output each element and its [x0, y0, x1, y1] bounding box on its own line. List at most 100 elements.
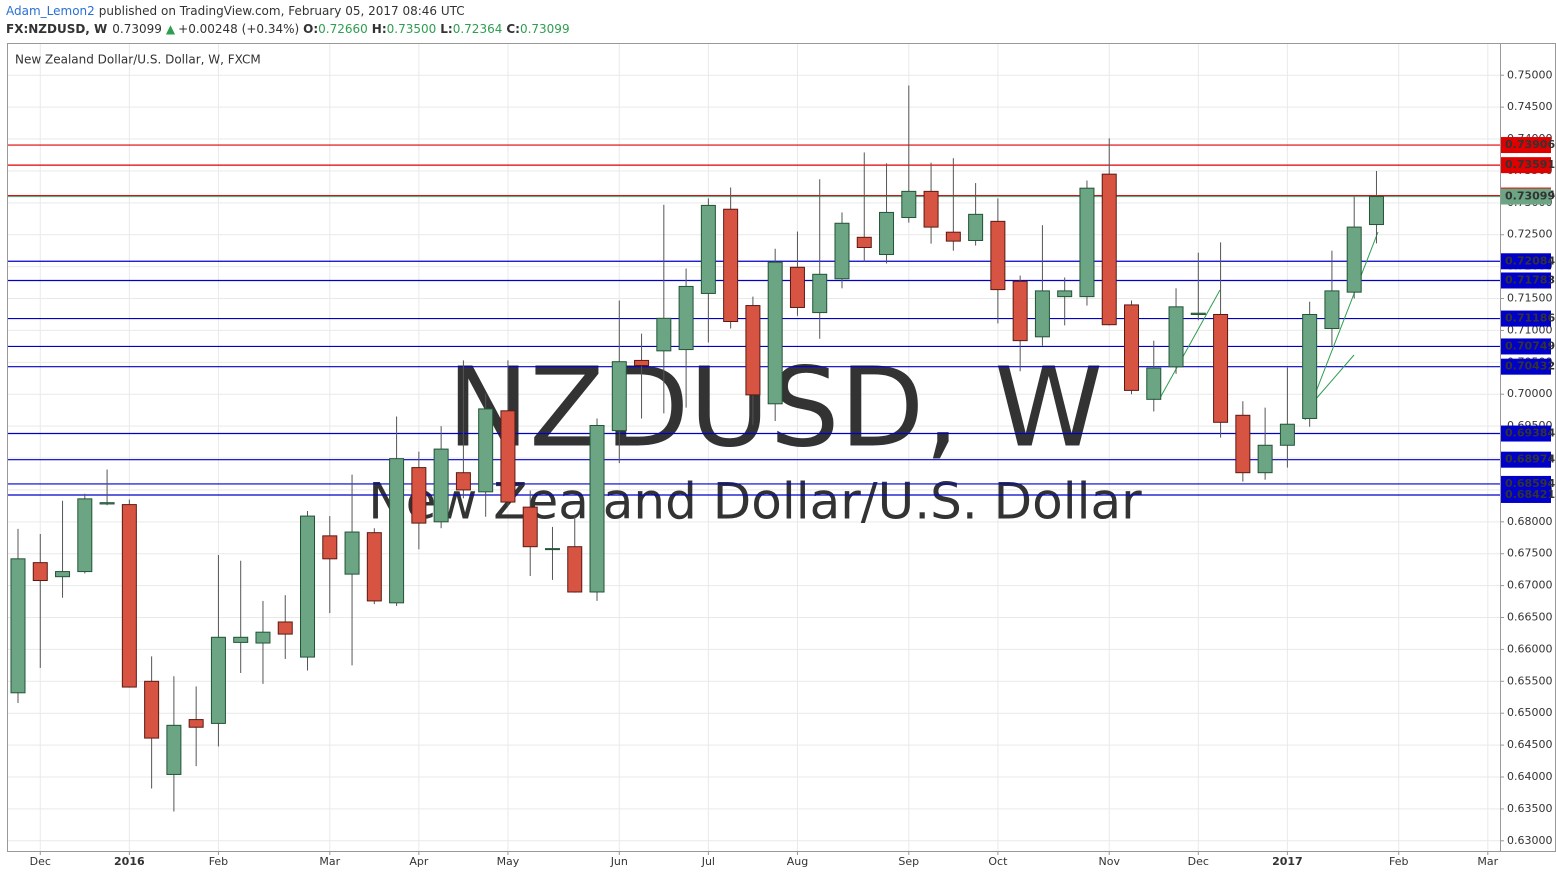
candle-body: [856, 236, 872, 249]
price-label: 0.71783: [1505, 273, 1555, 286]
candle-body: [1079, 187, 1095, 298]
candle-body: [455, 472, 471, 491]
candle-body: [1168, 306, 1184, 368]
price-label-box: [1501, 358, 1551, 375]
close: 0.73099: [520, 22, 570, 36]
candle-body: [77, 498, 93, 573]
candle-body: [789, 266, 805, 308]
candle-body: [1034, 290, 1050, 338]
y-tick-label: 0.63500: [1507, 802, 1553, 815]
price-label-box: [1501, 272, 1551, 289]
price-label: 0.68594: [1505, 477, 1555, 490]
chart-title: New Zealand Dollar/U.S. Dollar, W, FXCM: [15, 53, 261, 67]
candle-body: [99, 502, 115, 505]
candle-body: [745, 305, 761, 396]
candle-body: [500, 410, 516, 503]
candle-body: [767, 261, 783, 405]
candle-body: [144, 680, 160, 739]
price-label: 0.70432: [1505, 360, 1555, 373]
candle-body: [1302, 313, 1318, 419]
published: published on TradingView.com, February 0…: [99, 4, 465, 18]
candle-body: [522, 506, 538, 548]
candle-body: [968, 213, 984, 241]
candle-body: [901, 190, 917, 219]
watermark-subtitle: New Zealand Dollar/U.S. Dollar: [368, 473, 1142, 531]
y-tick-label: 0.71500: [1507, 292, 1553, 305]
candle-body: [121, 504, 137, 688]
candle-body: [678, 285, 694, 351]
x-tick-label: Dec: [30, 855, 51, 868]
price-label: 0.68421: [1505, 488, 1555, 501]
trend-line: [1304, 231, 1379, 421]
y-tick-label: 0.66000: [1507, 642, 1553, 655]
low: 0.72364: [453, 22, 503, 36]
trend-lines: [1159, 231, 1379, 421]
price-label: 0.72084: [1505, 254, 1555, 267]
candle-body: [1324, 290, 1340, 330]
x-tick-label: Jun: [610, 855, 628, 868]
candle-body: [1346, 226, 1362, 293]
candle-body: [544, 548, 560, 551]
arrow: ▲: [166, 22, 176, 36]
y-tick-label: 0.63000: [1507, 834, 1553, 847]
candle-body: [700, 204, 716, 294]
candle-body: [945, 231, 961, 242]
o-label: O:: [303, 22, 318, 36]
high: 0.73500: [387, 22, 437, 36]
price-label-box: [1501, 137, 1551, 154]
y-tick-label: 0.66500: [1507, 611, 1553, 624]
x-tick-label: Mar: [319, 855, 340, 868]
price-label-box: [1501, 188, 1551, 205]
y-tick-label: 0.75000: [1507, 68, 1553, 81]
x-tick-label: Feb: [1389, 855, 1408, 868]
candle-body: [1257, 444, 1273, 474]
candle-body: [990, 220, 1006, 291]
x-tick-label: 2016: [114, 855, 145, 868]
candle-body: [589, 424, 605, 593]
candle-body: [411, 467, 427, 524]
x-tick-label: Apr: [409, 855, 429, 868]
grid: [8, 44, 1500, 851]
candle-body: [879, 211, 895, 256]
y-tick-label: 0.64000: [1507, 770, 1553, 783]
price-label: 0.73099: [1505, 190, 1555, 203]
trend-line: [1314, 354, 1355, 401]
candle-body: [834, 222, 850, 280]
candles: [10, 85, 1384, 812]
price-label-box: [1501, 157, 1551, 174]
candle-body: [366, 532, 382, 602]
candle-body: [277, 621, 293, 635]
candle-body: [1368, 196, 1384, 226]
candle-body: [923, 190, 939, 228]
candle-body: [32, 562, 48, 582]
header-line-1: Adam_Lemon2 published on TradingView.com,…: [6, 4, 465, 18]
candle-body: [723, 208, 739, 323]
price-label-box: [1501, 310, 1551, 327]
l-label: L:: [440, 22, 452, 36]
candle-body: [478, 408, 494, 493]
candle-body: [188, 719, 204, 728]
y-tick-label: 0.74500: [1507, 100, 1553, 113]
x-tick-label: Dec: [1188, 855, 1209, 868]
price-label-box: [1501, 486, 1551, 503]
candle-body: [210, 636, 226, 724]
price-label: 0.73906: [1505, 138, 1555, 151]
y-tick-label: 0.71000: [1507, 323, 1553, 336]
candle-body: [166, 724, 182, 775]
candle-body: [1124, 304, 1139, 391]
candle-body: [611, 361, 627, 432]
candle-body: [55, 571, 71, 578]
candle-body: [656, 317, 672, 352]
price-label: 0.71186: [1505, 312, 1555, 325]
x-tick-label: Oct: [988, 855, 1008, 868]
header-line-2: FX:NZDUSD, W 0.73099 ▲ +0.00248 (+0.34%) O:0…: [6, 22, 570, 36]
price-label: 0.68974: [1505, 453, 1555, 466]
candle-body: [322, 535, 338, 560]
y-tick-label: 0.65500: [1507, 674, 1553, 687]
author[interactable]: Adam_Lemon2: [6, 4, 95, 18]
candle-body: [233, 636, 249, 643]
y-tick-label: 0.64500: [1507, 738, 1553, 751]
last: 0.73099: [112, 22, 162, 36]
